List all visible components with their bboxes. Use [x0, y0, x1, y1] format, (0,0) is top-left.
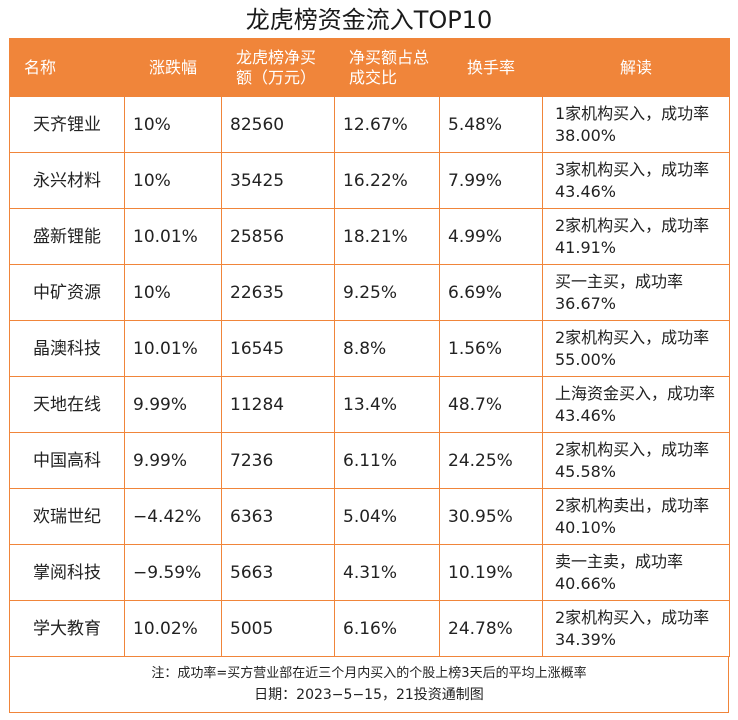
- column-header-change: 涨跌幅: [124, 38, 222, 97]
- cell-change: −9.59%: [124, 544, 222, 601]
- column-header-note: 解读: [542, 38, 730, 97]
- cell-ratio: 6.11%: [334, 432, 440, 489]
- cell-turnover: 10.19%: [439, 544, 543, 601]
- cell-change: 9.99%: [124, 432, 222, 489]
- cell-note: 2家机构买入，成功率41.91%: [542, 208, 730, 265]
- cell-turnover: 4.99%: [439, 208, 543, 265]
- table-body: 天齐锂业 10% 82560 12.67% 5.48% 1家机构买入，成功率38.00% 永…: [9, 96, 730, 657]
- cell-net-buy: 35425: [221, 152, 335, 209]
- cell-ratio: 6.16%: [334, 600, 440, 657]
- cell-turnover: 1.56%: [439, 320, 543, 377]
- cell-change: 10%: [124, 96, 222, 153]
- cell-turnover: 30.95%: [439, 488, 543, 545]
- cell-change: 10.02%: [124, 600, 222, 657]
- cell-net-buy: 11284: [221, 376, 335, 433]
- table-row: 天地在线 9.99% 11284 13.4% 48.7% 上海资金买入，成功率43.46%: [9, 376, 730, 433]
- cell-stock-name: 永兴材料: [9, 152, 125, 209]
- table-header-row: 名称 涨跌幅 龙虎榜净买额（万元） 净买额占总成交比 换手率 解读: [9, 38, 730, 97]
- dragon-tiger-table: 名称 涨跌幅 龙虎榜净买额（万元） 净买额占总成交比 换手率 解读 天齐锂业 10…: [9, 38, 730, 657]
- table-row: 学大教育 10.02% 5005 6.16% 24.78% 2家机构买入，成功率34.39…: [9, 600, 730, 657]
- cell-note: 卖一主卖，成功率40.66%: [542, 544, 730, 601]
- cell-ratio: 18.21%: [334, 208, 440, 265]
- cell-stock-name: 掌阅科技: [9, 544, 125, 601]
- column-header-turnover: 换手率: [439, 38, 543, 97]
- table-row: 盛新锂能 10.01% 25856 18.21% 4.99% 2家机构买入，成功率41.9…: [9, 208, 730, 265]
- table-footer: 注：成功率=买方营业部在近三个月内买入的个股上榜3天后的平均上涨概率 日期：20…: [9, 656, 729, 713]
- column-header-net-buy: 龙虎榜净买额（万元）: [221, 38, 335, 97]
- cell-note: 2家机构买入，成功率55.00%: [542, 320, 730, 377]
- cell-ratio: 8.8%: [334, 320, 440, 377]
- cell-net-buy: 6363: [221, 488, 335, 545]
- cell-stock-name: 天齐锂业: [9, 96, 125, 153]
- cell-net-buy: 16545: [221, 320, 335, 377]
- cell-ratio: 5.04%: [334, 488, 440, 545]
- cell-stock-name: 中矿资源: [9, 264, 125, 321]
- cell-note: 上海资金买入，成功率43.46%: [542, 376, 730, 433]
- cell-ratio: 4.31%: [334, 544, 440, 601]
- cell-stock-name: 欢瑞世纪: [9, 488, 125, 545]
- table-row: 欢瑞世纪 −4.42% 6363 5.04% 30.95% 2家机构卖出，成功率40.10…: [9, 488, 730, 545]
- table-row: 中国高科 9.99% 7236 6.11% 24.25% 2家机构买入，成功率45.58%: [9, 432, 730, 489]
- cell-turnover: 5.48%: [439, 96, 543, 153]
- cell-change: 9.99%: [124, 376, 222, 433]
- cell-net-buy: 25856: [221, 208, 335, 265]
- column-header-ratio: 净买额占总成交比: [334, 38, 440, 97]
- footnote: 注：成功率=买方营业部在近三个月内买入的个股上榜3天后的平均上涨概率: [151, 666, 587, 681]
- table-row: 晶澳科技 10.01% 16545 8.8% 1.56% 2家机构买入，成功率55.00%: [9, 320, 730, 377]
- cell-change: −4.42%: [124, 488, 222, 545]
- cell-turnover: 24.78%: [439, 600, 543, 657]
- cell-turnover: 7.99%: [439, 152, 543, 209]
- cell-turnover: 48.7%: [439, 376, 543, 433]
- cell-ratio: 12.67%: [334, 96, 440, 153]
- date-line: 日期：2023−5−15，21投资通制图: [254, 687, 484, 703]
- table-row: 中矿资源 10% 22635 9.25% 6.69% 买一主买，成功率36.67%: [9, 264, 730, 321]
- cell-net-buy: 82560: [221, 96, 335, 153]
- cell-net-buy: 7236: [221, 432, 335, 489]
- cell-stock-name: 天地在线: [9, 376, 125, 433]
- cell-stock-name: 盛新锂能: [9, 208, 125, 265]
- table-row: 天齐锂业 10% 82560 12.67% 5.48% 1家机构买入，成功率38.00%: [9, 96, 730, 153]
- cell-note: 买一主买，成功率36.67%: [542, 264, 730, 321]
- cell-ratio: 9.25%: [334, 264, 440, 321]
- cell-net-buy: 22635: [221, 264, 335, 321]
- cell-net-buy: 5005: [221, 600, 335, 657]
- cell-note: 2家机构买入，成功率45.58%: [542, 432, 730, 489]
- cell-net-buy: 5663: [221, 544, 335, 601]
- cell-note: 2家机构卖出，成功率40.10%: [542, 488, 730, 545]
- cell-ratio: 13.4%: [334, 376, 440, 433]
- cell-stock-name: 学大教育: [9, 600, 125, 657]
- cell-change: 10.01%: [124, 208, 222, 265]
- cell-note: 2家机构买入，成功率34.39%: [542, 600, 730, 657]
- cell-change: 10%: [124, 152, 222, 209]
- cell-note: 1家机构买入，成功率38.00%: [542, 96, 730, 153]
- cell-turnover: 24.25%: [439, 432, 543, 489]
- cell-stock-name: 晶澳科技: [9, 320, 125, 377]
- cell-change: 10%: [124, 264, 222, 321]
- column-header-name: 名称: [9, 38, 125, 97]
- table-row: 掌阅科技 −9.59% 5663 4.31% 10.19% 卖一主卖，成功率40.66%: [9, 544, 730, 601]
- cell-stock-name: 中国高科: [9, 432, 125, 489]
- cell-change: 10.01%: [124, 320, 222, 377]
- cell-turnover: 6.69%: [439, 264, 543, 321]
- table-row: 永兴材料 10% 35425 16.22% 7.99% 3家机构买入，成功率43.46%: [9, 152, 730, 209]
- cell-note: 3家机构买入，成功率43.46%: [542, 152, 730, 209]
- page-title: 龙虎榜资金流入TOP10: [245, 6, 493, 34]
- cell-ratio: 16.22%: [334, 152, 440, 209]
